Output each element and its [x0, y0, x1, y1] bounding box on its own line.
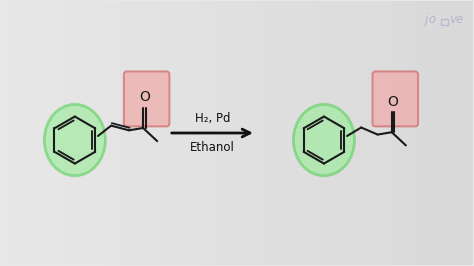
- FancyBboxPatch shape: [124, 72, 169, 126]
- FancyBboxPatch shape: [373, 72, 418, 126]
- Text: O: O: [388, 95, 399, 109]
- Ellipse shape: [293, 104, 355, 176]
- Text: O: O: [139, 90, 150, 105]
- Text: H₂, Pd: H₂, Pd: [194, 111, 230, 124]
- Text: ve: ve: [449, 13, 464, 26]
- Text: o: o: [429, 13, 436, 26]
- Ellipse shape: [44, 104, 105, 176]
- Text: j: j: [424, 13, 428, 26]
- Text: Ethanol: Ethanol: [190, 142, 235, 155]
